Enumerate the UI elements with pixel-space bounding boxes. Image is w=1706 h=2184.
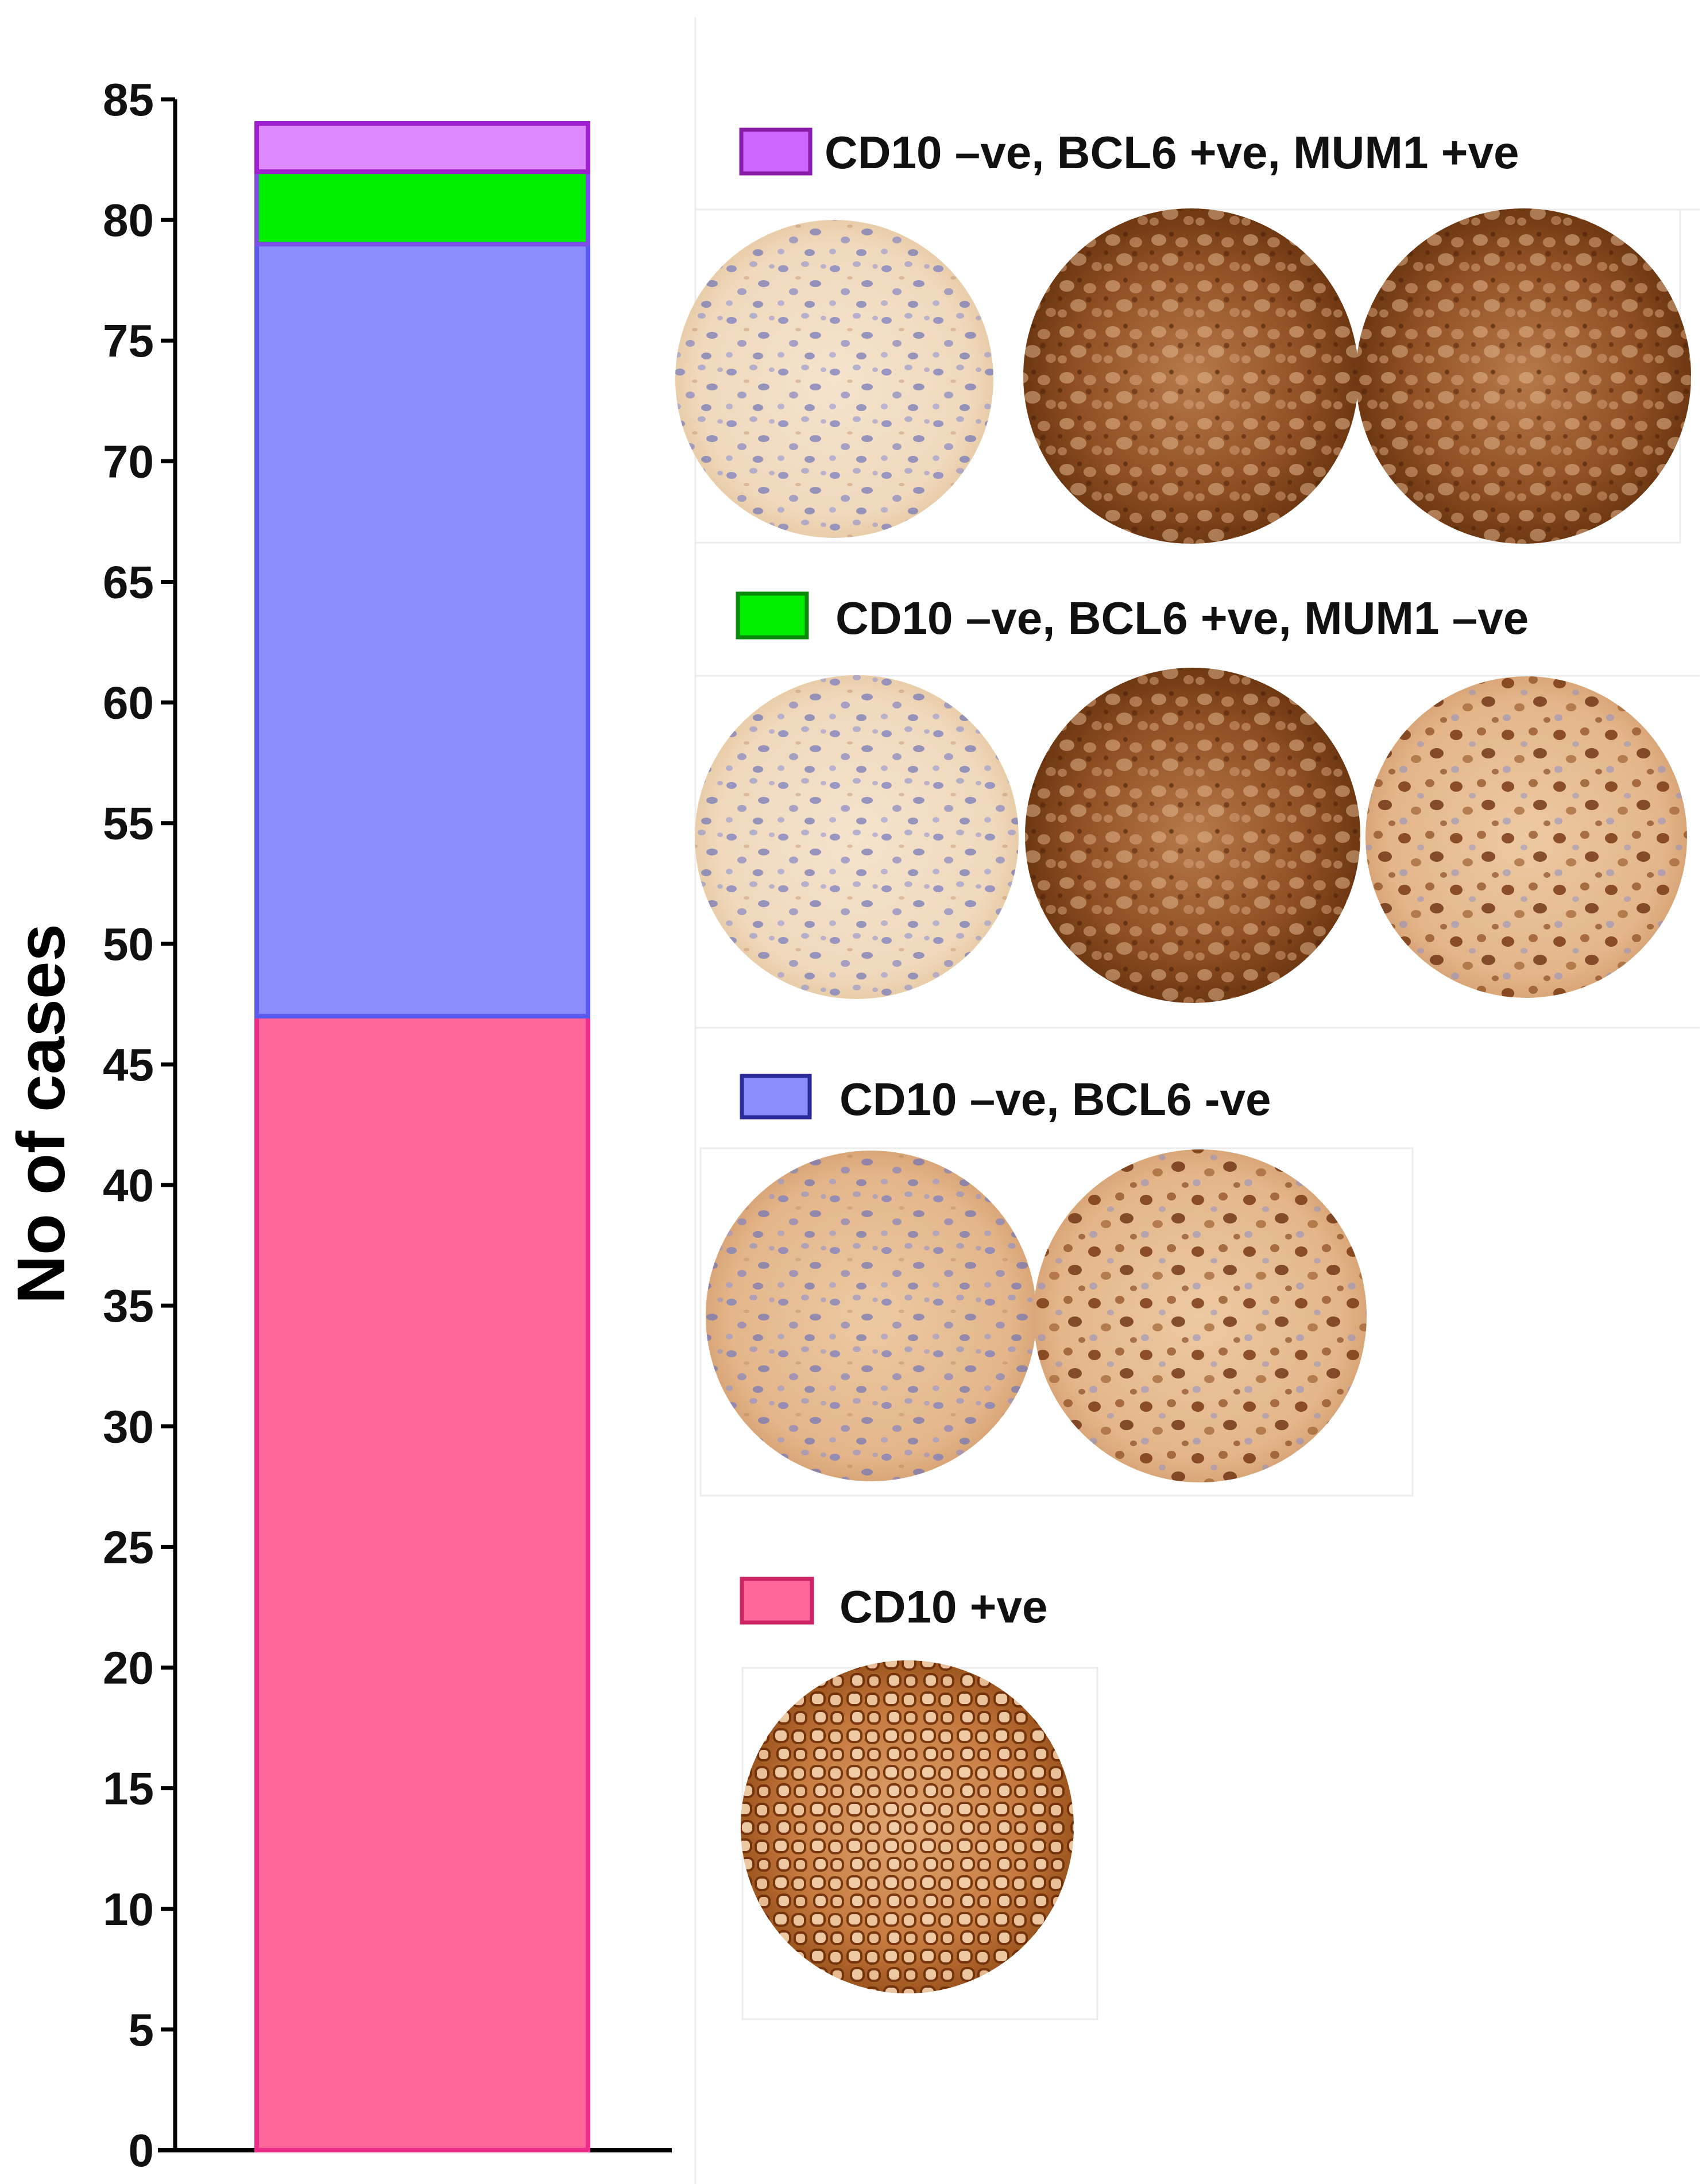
bar-segment bbox=[254, 242, 590, 1019]
legend-swatch bbox=[739, 127, 813, 176]
y-tick-label: 45 bbox=[103, 1039, 154, 1090]
y-tick-label: 70 bbox=[103, 436, 154, 487]
legend-panel-bcl6-negative: CD10 –ve, BCL6 -ve bbox=[706, 1074, 1367, 1482]
ihc-core-membrane-texture bbox=[741, 1660, 1074, 1993]
legend-label: CD10 –ve, BCL6 +ve, MUM1 +ve bbox=[825, 127, 1519, 178]
legend-swatch bbox=[740, 1074, 812, 1120]
ihc-core-nuclear-texture bbox=[1365, 676, 1687, 998]
y-tick-label: 85 bbox=[103, 74, 154, 125]
bar-segment bbox=[254, 169, 590, 247]
y-tick-label: 35 bbox=[103, 1280, 154, 1331]
y-tick-label: 25 bbox=[103, 1521, 154, 1573]
ihc-core-nuclear-texture bbox=[1034, 1149, 1367, 1482]
stacked-bar bbox=[254, 121, 590, 2152]
y-tick-label: 30 bbox=[103, 1401, 154, 1452]
legend-panel-mum1-negative: CD10 –ve, BCL6 +ve, MUM1 –ve bbox=[695, 591, 1687, 1003]
y-tick-label: 75 bbox=[103, 315, 154, 366]
legend-panel-cd10-positive: CD10 +ve bbox=[740, 1577, 1074, 1993]
y-tick-label: 50 bbox=[103, 919, 154, 970]
ihc-core-negative-texture bbox=[675, 220, 993, 538]
y-axis-title: No of cases bbox=[3, 924, 79, 1304]
legend-label: CD10 –ve, BCL6 +ve, MUM1 –ve bbox=[835, 593, 1529, 644]
y-axis-ticks: 0 5 10 15 20 25 30 35 40 45 50 55 60 65 70 75 80 85 bbox=[103, 74, 175, 2176]
legend-swatch bbox=[740, 1577, 814, 1625]
legend-label: CD10 +ve bbox=[840, 1581, 1047, 1632]
y-tick-label: 20 bbox=[103, 1643, 154, 1694]
y-tick-label: 10 bbox=[103, 1884, 154, 1935]
y-tick-label: 80 bbox=[103, 195, 154, 246]
ihc-core-strong-texture bbox=[1356, 208, 1691, 544]
ihc-core-strong-texture bbox=[1025, 668, 1360, 1003]
y-tick-label: 15 bbox=[103, 1763, 154, 1814]
y-tick-label: 55 bbox=[103, 798, 154, 849]
bar-segment bbox=[254, 121, 590, 175]
y-tick-label: 60 bbox=[103, 677, 154, 729]
ihc-core-negative-texture bbox=[706, 1151, 1036, 1481]
ihc-core-negative-texture bbox=[695, 675, 1019, 999]
ihc-core-strong-texture bbox=[1023, 208, 1359, 544]
legend-label: CD10 –ve, BCL6 -ve bbox=[840, 1074, 1271, 1125]
y-tick-label: 40 bbox=[103, 1160, 154, 1211]
legend-swatch bbox=[736, 591, 809, 640]
y-tick-label: 65 bbox=[103, 556, 154, 607]
y-tick-label: 5 bbox=[129, 2004, 154, 2055]
bar-segment bbox=[254, 1013, 590, 2152]
y-tick-label: 0 bbox=[129, 2125, 154, 2176]
legend-panel-mum1-positive: CD10 –ve, BCL6 +ve, MUM1 +ve bbox=[675, 127, 1691, 544]
